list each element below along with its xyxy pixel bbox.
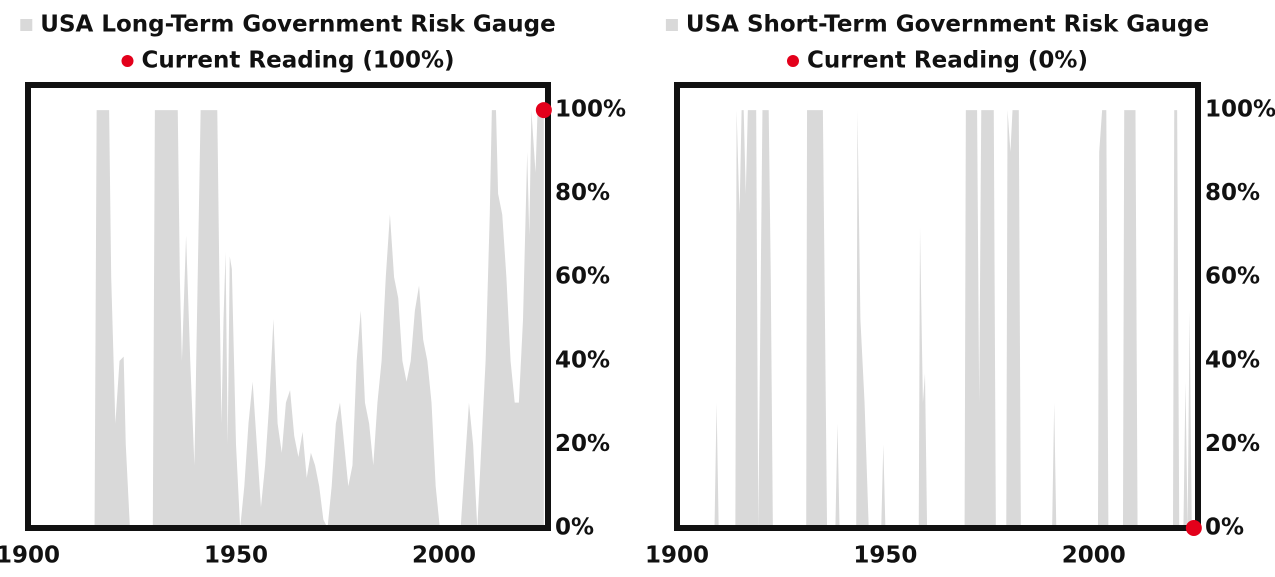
legend-label: USA Short-Term Government Risk Gauge [686,12,1209,38]
y-tick-label: 0% [1205,515,1244,541]
area [28,110,544,528]
x-tick-label: 1950 [853,543,917,569]
current-reading-dot [535,102,552,119]
x-tick-label: 1950 [204,543,268,569]
legend-marker [20,19,33,31]
y-tick-label: 40% [1205,347,1260,373]
x-tick-label: 2000 [412,543,476,569]
y-tick-label: 20% [555,431,610,457]
legend-marker [121,55,134,67]
y-tick-label: 0% [555,515,594,541]
y-tick-label: 100% [555,97,626,123]
legend-label: Current Reading (100%) [141,48,454,74]
legend-marker [786,55,799,67]
x-tick-label: 2000 [1062,543,1126,569]
x-tick-label: 1900 [0,543,60,569]
y-tick-label: 100% [1205,97,1275,123]
plot-frame [25,82,551,531]
legend-label: USA Long-Term Government Risk Gauge [40,12,555,38]
plot-frame [674,82,1201,531]
area [677,110,1194,528]
current-reading-dot [1185,520,1202,536]
y-tick-label: 80% [1205,180,1260,206]
y-tick-label: 60% [555,264,610,290]
legend-label: Current Reading (0%) [807,48,1088,74]
y-tick-label: 40% [555,347,610,373]
y-tick-label: 60% [1205,264,1260,290]
legend-marker [665,19,678,31]
y-tick-label: 80% [555,180,610,206]
x-tick-label: 1900 [645,543,709,569]
y-tick-label: 20% [1205,431,1260,457]
